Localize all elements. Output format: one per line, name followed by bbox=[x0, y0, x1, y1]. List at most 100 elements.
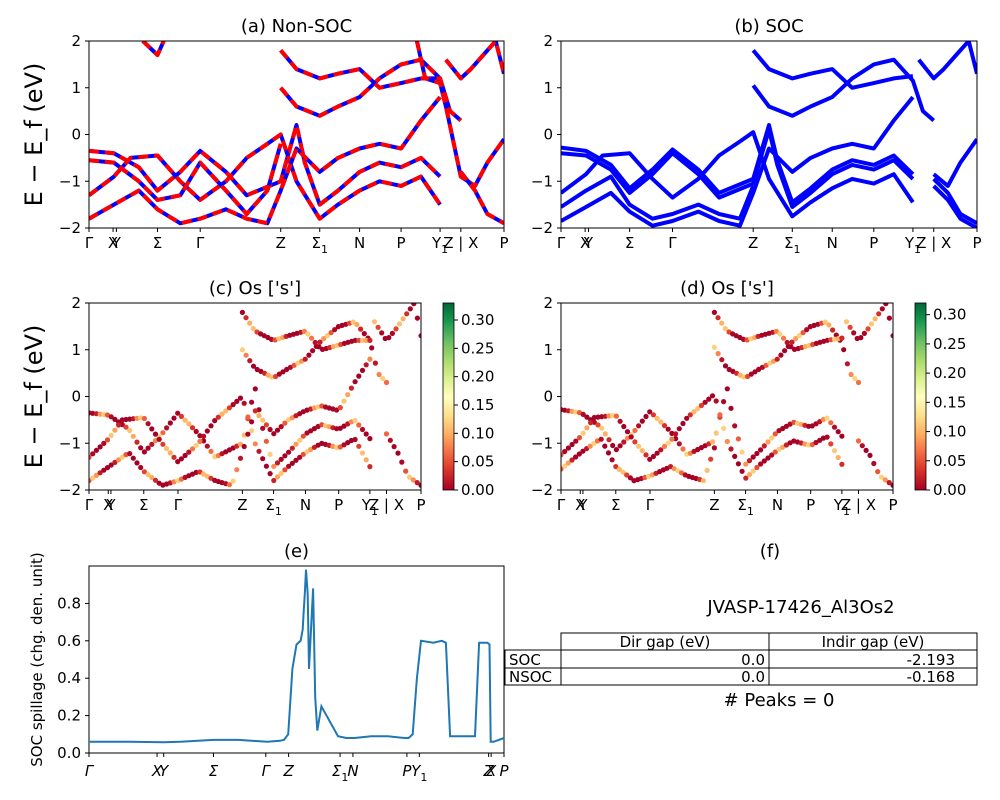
band-point bbox=[116, 457, 122, 463]
band-point bbox=[606, 437, 612, 443]
band-point bbox=[711, 445, 718, 451]
band-point bbox=[145, 445, 151, 451]
band-point bbox=[746, 472, 753, 478]
band-point bbox=[890, 333, 893, 339]
band-point bbox=[588, 420, 594, 426]
band-point bbox=[337, 405, 343, 411]
x-tick-label: Γ bbox=[85, 496, 94, 514]
band-point bbox=[167, 420, 173, 426]
x-tick-label: Σ bbox=[209, 762, 219, 780]
band-point bbox=[239, 309, 245, 315]
band-point bbox=[356, 373, 362, 379]
band-point bbox=[93, 472, 99, 478]
band-point bbox=[561, 452, 564, 458]
band-point bbox=[822, 319, 828, 325]
band-point bbox=[702, 399, 708, 405]
band-point bbox=[260, 417, 266, 423]
band-point bbox=[112, 427, 118, 433]
band-point bbox=[883, 303, 889, 307]
panel-title: (f) bbox=[760, 541, 780, 562]
band-line-red bbox=[89, 95, 442, 226]
band-point bbox=[182, 452, 188, 459]
band-point bbox=[758, 461, 764, 467]
band-point bbox=[380, 375, 386, 382]
band-point bbox=[301, 328, 307, 334]
panel-title: (b) SOC bbox=[734, 16, 803, 37]
band-point bbox=[363, 431, 369, 437]
panel-title: (e) bbox=[284, 541, 309, 562]
band-point bbox=[754, 450, 760, 457]
plot-frame bbox=[88, 565, 505, 754]
band-point bbox=[278, 424, 284, 430]
x-tick-label: Y1 bbox=[411, 762, 427, 784]
band-point bbox=[293, 457, 299, 463]
band-point bbox=[302, 356, 308, 362]
band-point bbox=[861, 330, 868, 336]
x-tick-label-main: P bbox=[869, 234, 878, 252]
band-point bbox=[145, 421, 151, 427]
x-tick-label: P bbox=[869, 234, 878, 252]
x-tick-label-main: P bbox=[499, 234, 508, 252]
band-point bbox=[354, 321, 360, 328]
colorbar-tick-label: 0.10 bbox=[933, 423, 966, 441]
band-point bbox=[728, 405, 734, 411]
band-point bbox=[676, 441, 682, 447]
band-point bbox=[665, 426, 671, 432]
band-point bbox=[713, 398, 719, 404]
band-point bbox=[234, 398, 240, 404]
band-point bbox=[152, 477, 159, 483]
band-point bbox=[178, 413, 184, 419]
band-point bbox=[97, 444, 103, 450]
x-tick-label: Y bbox=[583, 234, 594, 252]
x-tick-label-main: Σ bbox=[332, 762, 342, 780]
colorbar bbox=[442, 302, 455, 491]
band-point bbox=[149, 426, 155, 432]
x-tick-label-main: Γ bbox=[646, 496, 655, 514]
band-line bbox=[932, 184, 977, 228]
band-point bbox=[186, 449, 192, 455]
band-point bbox=[830, 327, 836, 333]
band-point bbox=[406, 474, 413, 480]
band-line-blue bbox=[459, 170, 504, 226]
band-point bbox=[595, 422, 601, 428]
band-point bbox=[350, 319, 356, 325]
band-point bbox=[367, 337, 373, 343]
band-point bbox=[282, 467, 288, 473]
band-point bbox=[765, 455, 771, 461]
band-point bbox=[363, 457, 369, 463]
band-point bbox=[839, 335, 845, 341]
band-point bbox=[654, 415, 660, 421]
band-point bbox=[878, 474, 885, 480]
band-point bbox=[673, 431, 679, 437]
x-tick-label-main: X bbox=[108, 234, 118, 252]
band-point bbox=[411, 303, 417, 307]
band-point bbox=[650, 412, 657, 418]
band-point bbox=[617, 443, 623, 449]
band-point bbox=[119, 454, 125, 460]
band-point bbox=[843, 319, 850, 325]
band-point bbox=[317, 339, 323, 345]
band-point bbox=[175, 410, 181, 416]
band-point bbox=[243, 315, 249, 321]
x-tick-label: Z bbox=[748, 234, 758, 252]
band-point bbox=[835, 429, 841, 435]
band-point bbox=[875, 469, 881, 475]
band-point bbox=[859, 443, 865, 449]
y-tick-label: 0.6 bbox=[57, 632, 81, 650]
band-point bbox=[587, 443, 593, 449]
table-row bbox=[504, 667, 978, 686]
band-point bbox=[609, 457, 615, 463]
band-line bbox=[751, 49, 914, 90]
band-point bbox=[271, 463, 277, 469]
x-tick-label: P bbox=[806, 496, 815, 514]
band-point bbox=[223, 408, 229, 414]
band-point bbox=[665, 440, 671, 446]
row-label: SOC bbox=[509, 651, 541, 669]
band-point bbox=[852, 375, 858, 382]
colorbar-tick-label: 0.05 bbox=[933, 452, 966, 470]
band-point bbox=[127, 427, 133, 434]
